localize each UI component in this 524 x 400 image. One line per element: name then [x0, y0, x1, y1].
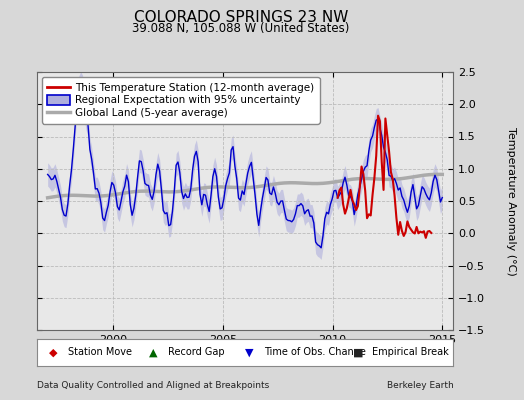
- Y-axis label: Temperature Anomaly (°C): Temperature Anomaly (°C): [506, 127, 516, 275]
- Text: ▲: ▲: [149, 347, 158, 358]
- Text: Data Quality Controlled and Aligned at Breakpoints: Data Quality Controlled and Aligned at B…: [37, 381, 269, 390]
- Text: Empirical Break: Empirical Break: [372, 347, 449, 358]
- Text: Time of Obs. Change: Time of Obs. Change: [264, 347, 366, 358]
- Text: 39.088 N, 105.088 W (United States): 39.088 N, 105.088 W (United States): [133, 22, 350, 35]
- Text: Station Move: Station Move: [68, 347, 132, 358]
- Text: ▼: ▼: [245, 347, 254, 358]
- Text: Record Gap: Record Gap: [168, 347, 224, 358]
- Text: COLORADO SPRINGS 23 NW: COLORADO SPRINGS 23 NW: [134, 10, 348, 25]
- Legend: This Temperature Station (12-month average), Regional Expectation with 95% uncer: This Temperature Station (12-month avera…: [42, 77, 320, 124]
- Text: ■: ■: [353, 347, 364, 358]
- Text: Berkeley Earth: Berkeley Earth: [387, 381, 453, 390]
- Text: ◆: ◆: [49, 347, 58, 358]
